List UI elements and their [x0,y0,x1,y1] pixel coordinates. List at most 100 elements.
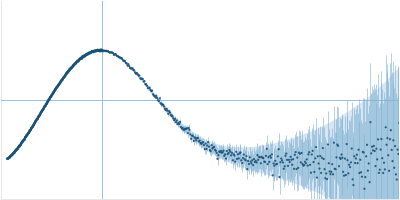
Point [26,131,32,134]
Point [220,149,227,152]
Point [16,145,22,149]
Point [80,55,86,58]
Point [39,110,45,113]
Point [31,122,38,125]
Point [313,145,319,149]
Point [23,134,30,137]
Point [74,60,80,63]
Point [360,151,367,154]
Point [61,75,68,78]
Point [72,62,78,65]
Point [326,170,333,173]
Point [95,48,101,52]
Point [128,67,135,70]
Point [33,119,40,122]
Point [57,82,63,85]
Point [37,112,44,116]
Point [70,63,77,66]
Point [68,67,74,70]
Point [66,68,73,71]
Point [143,83,149,86]
Point [43,103,49,106]
Point [184,127,190,130]
Point [259,156,266,160]
Point [163,107,170,111]
Point [182,127,188,130]
Point [10,153,16,156]
Point [40,107,47,110]
Point [221,154,228,157]
Point [324,178,330,181]
Point [65,70,71,73]
Point [153,94,160,97]
Point [20,138,27,142]
Point [263,154,269,157]
Point [42,104,48,107]
Point [86,52,92,55]
Point [318,171,324,174]
Point [203,147,210,151]
Point [59,78,66,81]
Point [32,119,39,123]
Point [38,111,44,114]
Point [213,149,219,152]
Point [136,74,142,77]
Point [26,130,32,133]
Point [9,153,15,156]
Point [34,118,40,121]
Point [230,153,237,156]
Point [48,95,54,98]
Point [167,111,173,114]
Point [253,161,260,164]
Point [284,158,290,161]
Point [50,91,57,94]
Point [245,159,251,163]
Point [382,126,389,129]
Point [192,137,199,140]
Point [55,83,62,87]
Point [282,165,288,168]
Point [54,86,60,89]
Point [372,149,378,153]
Point [121,59,127,62]
Point [17,144,23,147]
Point [196,139,203,142]
Point [314,176,320,179]
Point [176,122,182,126]
Point [210,146,216,149]
Point [77,57,83,60]
Point [4,157,11,160]
Point [238,159,244,162]
Point [388,129,394,132]
Point [88,50,95,54]
Point [224,149,230,153]
Point [359,175,365,178]
Point [91,50,98,53]
Point [82,54,89,57]
Point [53,87,59,90]
Point [365,169,371,172]
Point [32,121,38,124]
Point [92,49,99,53]
Point [104,50,110,53]
Point [20,139,26,143]
Point [79,56,86,59]
Point [220,151,226,154]
Point [257,156,263,159]
Point [21,138,27,141]
Point [99,49,106,52]
Point [260,157,266,160]
Point [106,50,112,54]
Point [146,86,152,89]
Point [390,139,396,142]
Point [306,151,312,154]
Point [168,114,175,117]
Point [287,155,294,158]
Point [50,91,56,94]
Point [249,159,256,162]
Point [295,166,302,169]
Point [208,150,214,153]
Point [240,156,246,160]
Point [24,133,30,136]
Point [364,143,370,146]
